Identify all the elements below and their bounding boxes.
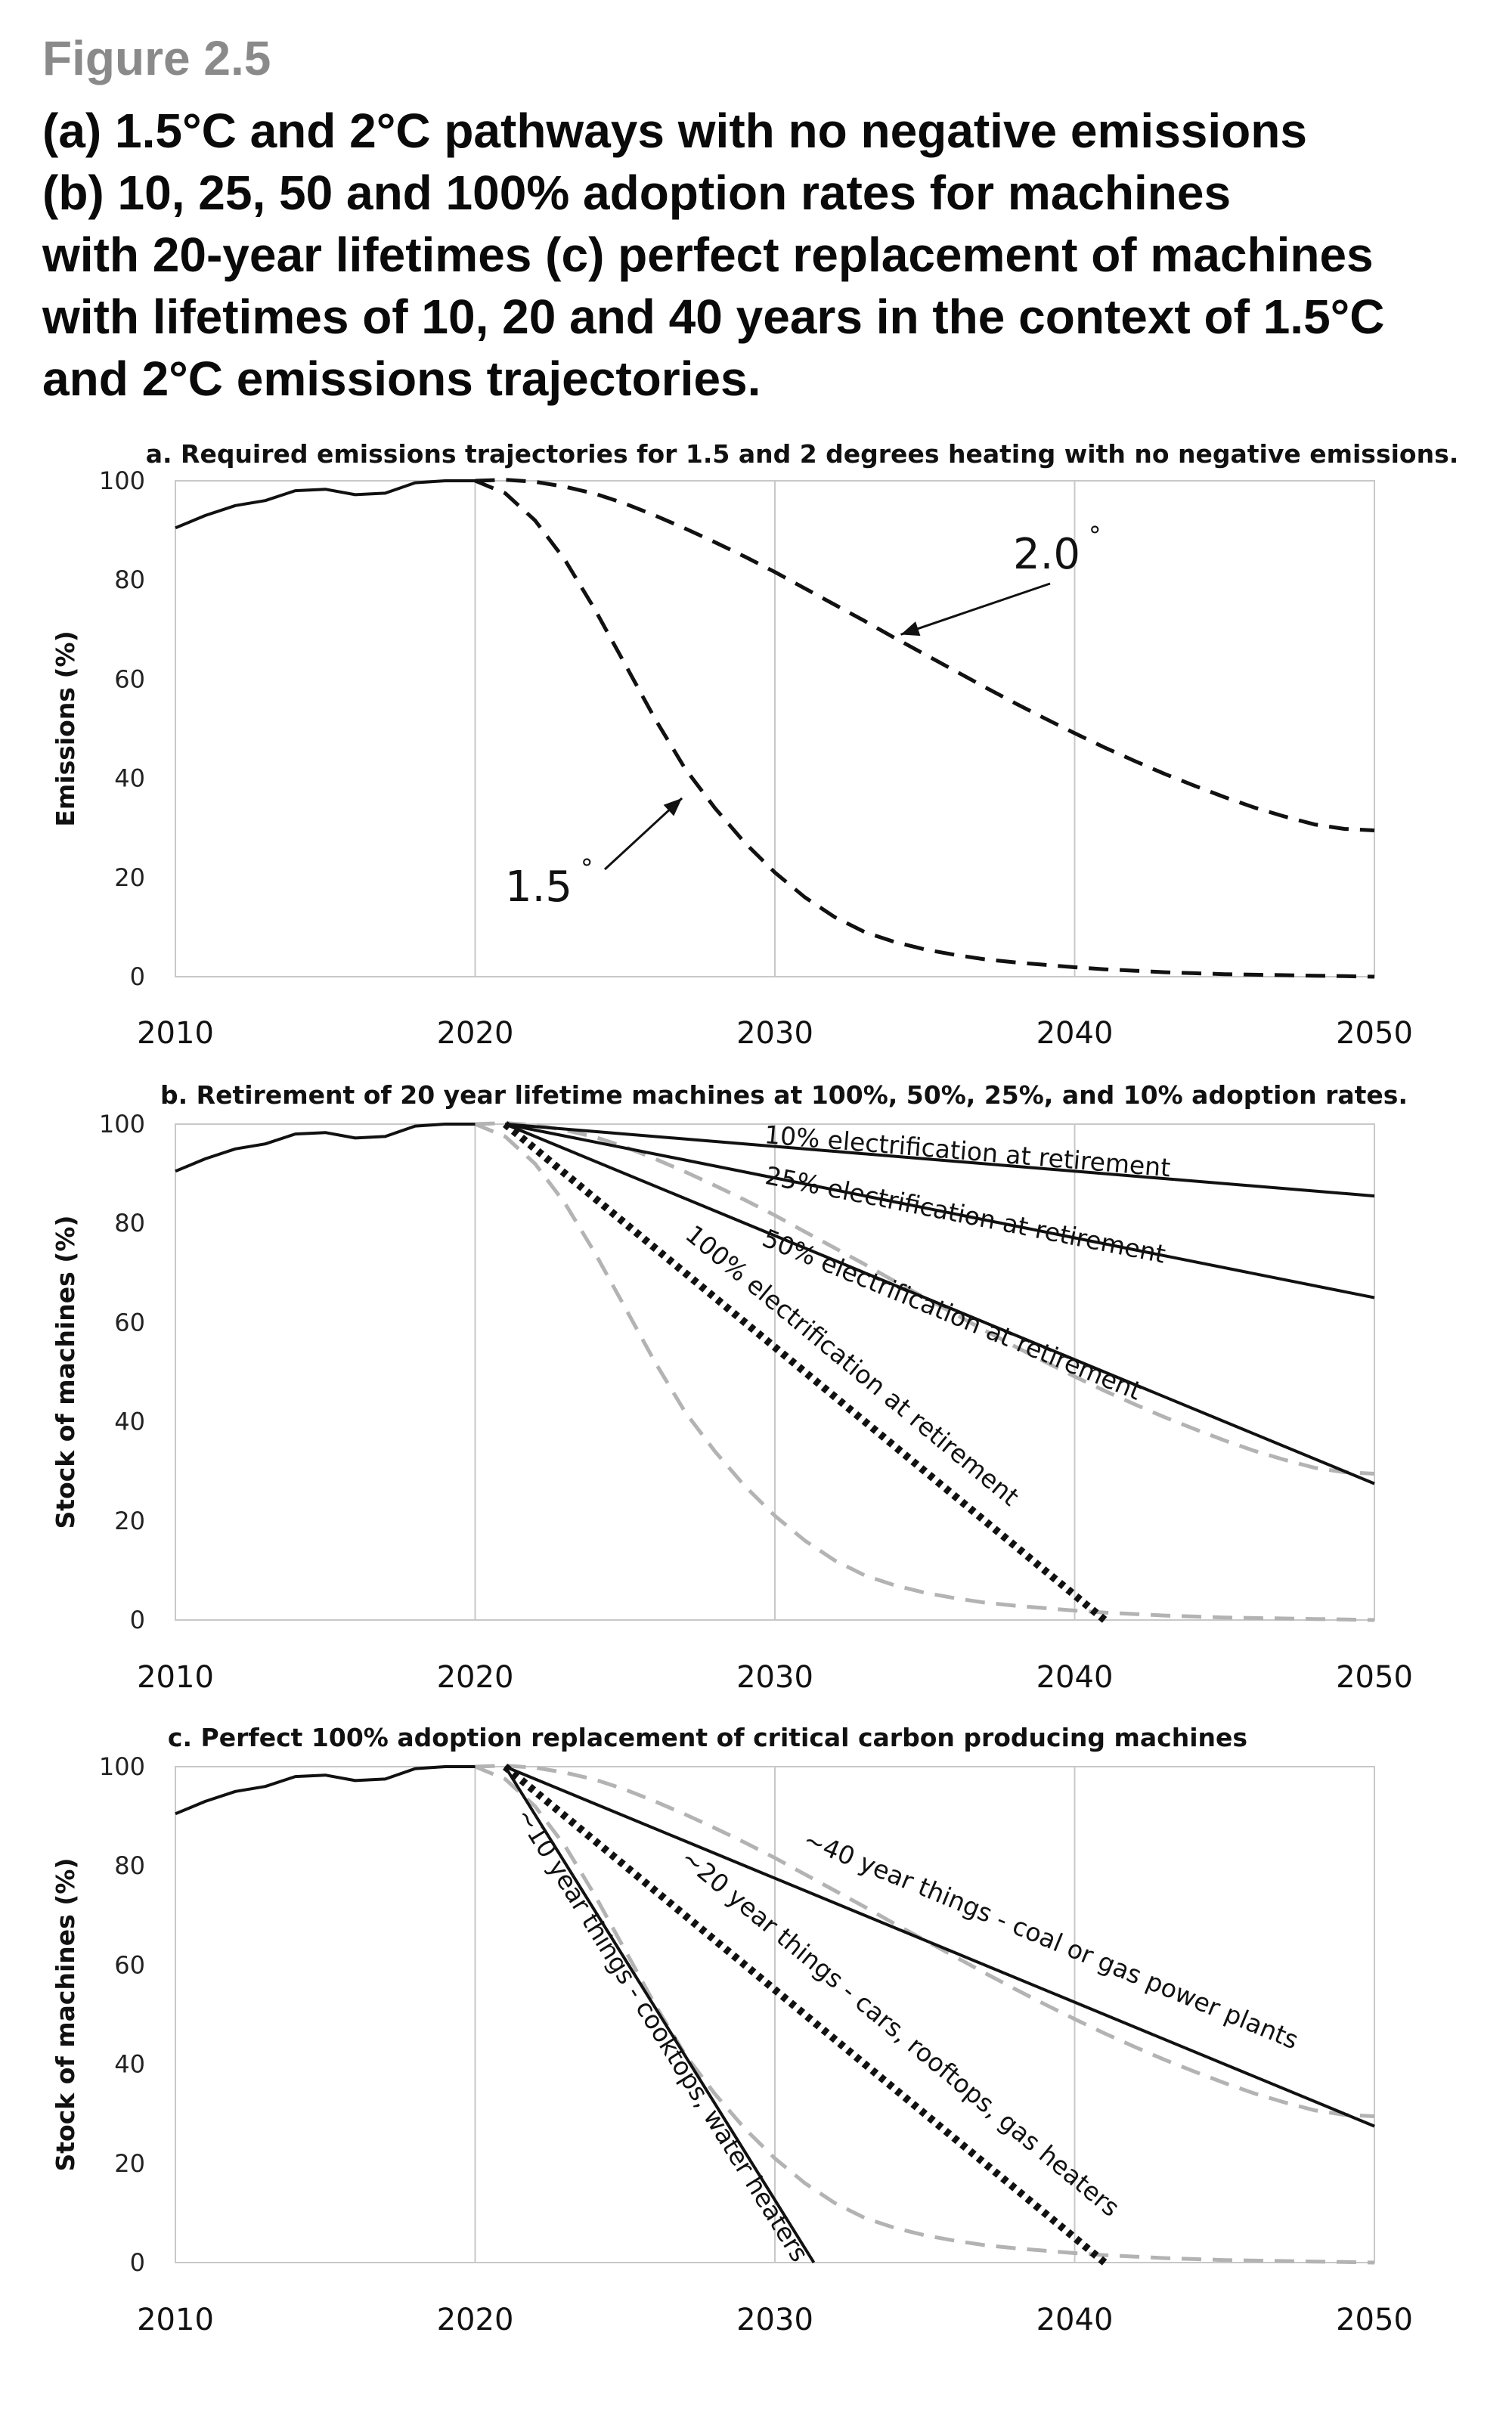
series-line-1-5- — [474, 479, 1375, 979]
series-line-100-electrification-at-retirement — [503, 1121, 1108, 1623]
annotation-degree-sign: ° — [581, 853, 593, 883]
caption-line: (a) 1.5°C and 2°C pathways with no negat… — [42, 104, 1307, 158]
series-line-historical — [175, 479, 476, 530]
x-tick-label: 2020 — [437, 1016, 514, 1051]
line-annotation-label: ~10 year things - cooktops, water heater… — [510, 1803, 815, 2267]
x-tick-label: 2030 — [736, 1660, 813, 1695]
x-tick-label: 2010 — [137, 2303, 214, 2337]
series-line-historical — [175, 1123, 476, 1173]
chart-b-retirement-adoption-rates: b. Retirement of 20 year lifetime machin… — [51, 1080, 1413, 1695]
plot-frame — [175, 1766, 1375, 2263]
x-tick-label: 2030 — [736, 1016, 813, 1051]
y-tick-label: 80 — [114, 1851, 145, 1880]
annotation-label: 2.0 — [1013, 530, 1080, 579]
y-tick-label: 0 — [130, 962, 145, 991]
x-tick-label: 2050 — [1336, 1016, 1413, 1051]
x-tick-label: 2040 — [1036, 2303, 1114, 2337]
annotation-arrowhead — [900, 621, 921, 637]
caption-line: with 20-year lifetimes (c) perfect repla… — [42, 228, 1374, 282]
x-tick-label: 2040 — [1036, 1016, 1114, 1051]
chart-c-perfect-replacement: c. Perfect 100% adoption replacement of … — [51, 1723, 1413, 2337]
figure-caption: (a) 1.5°C and 2°C pathways with no negat… — [42, 100, 1494, 410]
x-tick-label: 2010 — [137, 1016, 214, 1051]
y-tick-label: 60 — [114, 1950, 145, 1979]
series-line--40-year-things-coal-or-gas-power-plants — [504, 1765, 1375, 2128]
y-tick-label: 20 — [114, 1507, 145, 1535]
series-line-50-electrification-at-retirement — [504, 1123, 1375, 1485]
chart-title: b. Retirement of 20 year lifetime machin… — [160, 1080, 1408, 1110]
series-line-2-0-trajectory — [475, 1764, 1375, 2118]
y-tick-label: 0 — [130, 1606, 145, 1634]
series-line--10-year-things-cooktops-water-heaters — [503, 1765, 816, 2264]
x-tick-label: 2040 — [1036, 1660, 1114, 1695]
y-tick-label: 0 — [130, 2248, 145, 2277]
series-line-1-5-trajectory — [474, 1122, 1375, 1622]
y-tick-label: 80 — [114, 1209, 145, 1237]
caption-line: with lifetimes of 10, 20 and 40 years in… — [42, 290, 1385, 344]
x-tick-label: 2050 — [1336, 1660, 1413, 1695]
chart-a-emissions-trajectories: a. Required emissions trajectories for 1… — [51, 439, 1459, 1051]
y-axis-label: Emissions (%) — [51, 630, 80, 826]
plot-frame — [175, 480, 1375, 977]
y-tick-label: 60 — [114, 1308, 145, 1337]
caption-line: and 2°C emissions trajectories. — [42, 352, 761, 406]
y-tick-label: 40 — [114, 764, 145, 793]
series-line-2-0- — [475, 478, 1375, 832]
plot-frame — [175, 1123, 1375, 1621]
y-tick-label: 100 — [99, 1752, 145, 1781]
y-tick-label: 20 — [114, 863, 145, 892]
y-tick-label: 20 — [114, 2149, 145, 2178]
y-tick-label: 40 — [114, 2050, 145, 2079]
chart-title: c. Perfect 100% adoption replacement of … — [168, 1723, 1247, 1752]
y-tick-label: 100 — [99, 1110, 145, 1138]
series-line-historical — [175, 1765, 476, 1816]
y-tick-label: 40 — [114, 1408, 145, 1436]
y-axis-label: Stock of machines (%) — [51, 1216, 80, 1529]
x-tick-label: 2020 — [437, 1660, 514, 1695]
figure-label: Figure 2.5 — [42, 31, 271, 85]
series-line--20-year-things-cars-rooftops-gas-heaters — [503, 1764, 1108, 2266]
series-line-10-electrification-at-retirement — [505, 1123, 1375, 1198]
annotation-arrow — [900, 582, 1051, 636]
chart-title: a. Required emissions trajectories for 1… — [146, 439, 1459, 469]
x-tick-label: 2050 — [1336, 2303, 1413, 2337]
annotation-arrowhead — [663, 798, 683, 816]
y-tick-label: 80 — [114, 565, 145, 594]
x-tick-label: 2020 — [437, 2303, 514, 2337]
caption-line: (b) 10, 25, 50 and 100% adoption rates f… — [42, 166, 1232, 220]
series-line-2-0-trajectory — [475, 1121, 1375, 1476]
y-axis-label: Stock of machines (%) — [51, 1858, 80, 2172]
y-tick-label: 100 — [99, 466, 145, 495]
series-line-25-electrification-at-retirement — [504, 1123, 1375, 1299]
annotation-label: 1.5 — [505, 863, 572, 912]
annotation-degree-sign: ° — [1089, 521, 1101, 550]
x-tick-label: 2030 — [736, 2303, 813, 2337]
series-line-1-5-trajectory — [474, 1764, 1375, 2265]
y-tick-label: 60 — [114, 664, 145, 693]
x-tick-label: 2010 — [137, 1660, 214, 1695]
